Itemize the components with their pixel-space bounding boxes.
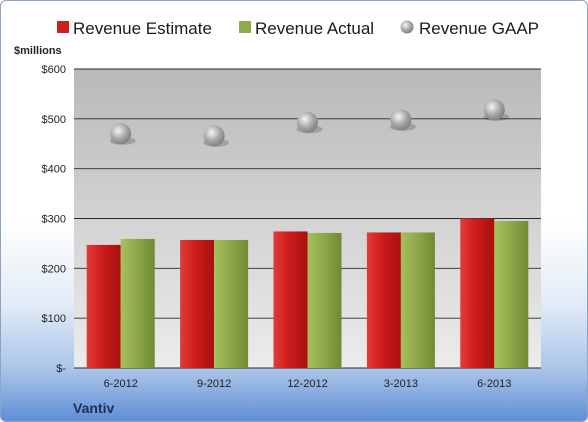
y-tick-label: $200 xyxy=(42,263,66,275)
x-tick-label: 6-2012 xyxy=(104,378,138,390)
y-tick-label: $600 xyxy=(42,64,66,76)
bars xyxy=(86,218,529,368)
legend-label-gaap: Revenue GAAP xyxy=(419,19,539,38)
x-tick-label: 12-2012 xyxy=(287,378,327,390)
point-revenue-gaap xyxy=(110,123,132,145)
y-axis-ticks: $- $100 $200 $300 $400 $500 $600 xyxy=(42,64,67,375)
unit-label: $millions xyxy=(14,45,62,57)
x-tick-label: 9-2012 xyxy=(197,378,231,390)
x-tick-label: 3-2013 xyxy=(384,378,418,390)
legend-swatch-actual xyxy=(239,21,251,33)
bar-revenue-actual xyxy=(494,220,529,368)
y-tick-label: $300 xyxy=(42,214,66,226)
bar-revenue-estimate xyxy=(366,232,401,368)
legend-label-actual: Revenue Actual xyxy=(255,19,374,38)
y-tick-label: $400 xyxy=(42,164,66,176)
legend: Revenue Estimate Revenue Actual Revenue … xyxy=(57,19,539,38)
bar-revenue-actual xyxy=(400,232,435,368)
y-tick-label: $500 xyxy=(42,114,66,126)
y-tick-label: $100 xyxy=(42,313,66,325)
x-axis-ticks: 6-2012 9-2012 12-2012 3-2013 6-2013 xyxy=(104,378,512,390)
point-revenue-gaap xyxy=(483,99,505,121)
legend-marker-gaap xyxy=(400,20,414,34)
bar-revenue-estimate xyxy=(180,239,215,368)
legend-label-estimate: Revenue Estimate xyxy=(73,19,212,38)
gaap-points xyxy=(109,99,510,147)
legend-swatch-estimate xyxy=(57,21,69,33)
company-label: Vantiv xyxy=(73,400,114,416)
point-revenue-gaap xyxy=(203,125,225,147)
point-revenue-gaap xyxy=(390,109,412,131)
x-tick-label: 6-2013 xyxy=(477,378,511,390)
bar-revenue-estimate xyxy=(460,218,495,368)
bar-revenue-estimate xyxy=(273,231,308,368)
bar-revenue-actual xyxy=(120,238,155,368)
bar-revenue-estimate xyxy=(86,244,121,368)
point-revenue-gaap xyxy=(297,111,318,133)
bar-revenue-actual xyxy=(214,239,249,368)
y-tick-label: $- xyxy=(56,363,66,375)
bar-revenue-actual xyxy=(307,232,342,368)
